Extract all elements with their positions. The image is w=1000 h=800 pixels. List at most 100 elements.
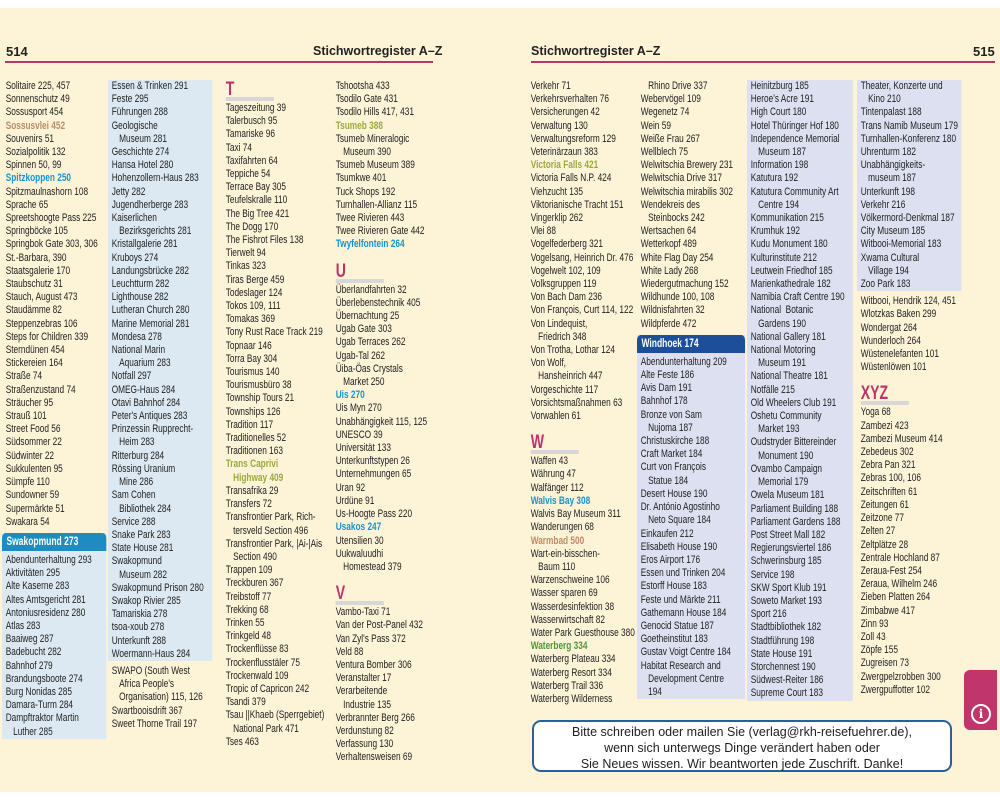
- index-entry: Abendunterhaltung 293: [5, 553, 92, 566]
- info-tab[interactable]: i: [964, 670, 997, 730]
- letter-underline: [335, 601, 384, 606]
- index-entry: Ugab Gate 303: [335, 323, 392, 336]
- index-entry: Zebra Pan 321: [860, 459, 916, 472]
- index-entry: Von Lindequist, Friedrich 348: [530, 317, 588, 343]
- letter-heading-text: W: [530, 432, 544, 454]
- index-entry: Wertsachen 64: [640, 225, 697, 238]
- index-entry: Sam Cohen Bibliothek 284: [111, 489, 172, 515]
- index-entry: Yoga 68: [860, 406, 891, 419]
- index-entry: Trans Caprivi Highway 409: [225, 458, 284, 484]
- index-entry: Sträucher 95: [5, 396, 54, 409]
- index-entry: The Big Tree 421: [225, 207, 290, 220]
- index-entry: Unterkunft 288: [111, 634, 167, 647]
- index-entry: Regierungsviertel 186: [750, 542, 832, 555]
- index-column: Heinitzburg 185 Heroe's Acre 191 High Cour…: [747, 80, 890, 701]
- index-entry: Wegenetz 74: [640, 106, 690, 119]
- index-entry: Turnhallen-Konferenz 180: [860, 132, 957, 145]
- index-column: Solitaire 225, 457 Sonnenschutz 49 Sossusp…: [2, 80, 143, 739]
- index-entry: Zebras 100, 106: [860, 472, 921, 485]
- index-entry: Wlotzkas Baken 299: [860, 308, 937, 321]
- index-column: Essen & Trinken 291 Feste 295 Führungen 28…: [108, 80, 249, 731]
- index-entry: Vambo-Taxi 71: [335, 606, 391, 619]
- index-entry: Oshetu Community Market 193: [750, 410, 822, 436]
- right-page-number: 515: [973, 44, 995, 59]
- index-entry: Twee Rivieren 443: [335, 212, 405, 225]
- index-entry: Tageszeitung 39: [225, 102, 286, 114]
- index-entry: Hotel Thüringer Hof 180: [750, 119, 839, 132]
- index-entry: Van der Post-Panel 432: [335, 619, 423, 632]
- index-entry: Vogelfederberg 321: [530, 238, 603, 251]
- index-entry: Kruboys 274: [111, 251, 159, 264]
- index-entry: Verwaltung 130: [530, 119, 588, 132]
- index-entry: Webervögel 109: [640, 93, 701, 106]
- index-entry: Sukkulenten 95: [5, 462, 63, 475]
- index-column: Tshootsha 433 Tsodilo Gate 431 Tsodilo Hil…: [332, 80, 475, 765]
- index-entry: Sümpfe 110: [5, 476, 50, 489]
- index-entry: Todeslager 124: [225, 286, 283, 299]
- index-entry: Stauch, August 473: [5, 291, 78, 304]
- index-entry: Wondergat 264: [860, 321, 918, 334]
- index-entry: Estorff House 183: [640, 580, 707, 593]
- index-entry: Tierwelt 94: [225, 247, 266, 260]
- index-entry: Walvis Bay 308: [530, 494, 591, 507]
- index-entry: Trappen 109: [225, 564, 273, 577]
- index-entry: Jugendherberge 283: [111, 198, 189, 211]
- index-entry: High Court 180: [750, 106, 807, 119]
- index-entry: Prinzessin Rupprecht- Heim 283: [111, 423, 194, 449]
- index-entry: Viehzucht 135: [530, 185, 584, 198]
- index-entry: Spinnen 50, 99: [5, 159, 62, 172]
- index-entry: Taxi 74: [225, 141, 252, 154]
- index-entry: Township Tours 21: [225, 392, 295, 405]
- index-entry: Währung 47: [530, 468, 576, 481]
- index-entry: Vorgeschichte 117: [530, 383, 599, 396]
- index-entry: Uhrenturm 182: [860, 146, 916, 159]
- index-entry: Victoria Falls N.P. 424: [530, 172, 612, 185]
- letter-heading-text: T: [225, 79, 235, 100]
- index-entry: Sozialpolitik 132: [5, 146, 66, 159]
- index-entry: Krumhuk 192: [750, 225, 800, 238]
- index-entry: Zeitzone 77: [860, 512, 904, 525]
- index-entry: Taxifahrten 64: [225, 154, 278, 167]
- index-entry: Verfassung 130: [335, 738, 394, 751]
- index-entry: Post Street Mall 182: [750, 528, 826, 541]
- index-entry: Oudstryder Bittereinder Monument 190: [750, 436, 837, 462]
- index-entry: Walfänger 112: [530, 481, 584, 494]
- index-entry: Christuskirche 188: [640, 435, 710, 448]
- index-entry: Goetheinstitut 183: [640, 633, 708, 646]
- index-entry: Leuchtturm 282: [111, 278, 170, 291]
- letter-heading: XYZ: [860, 383, 958, 406]
- index-entry: Wildhunde 100, 108: [640, 291, 715, 304]
- info-icon: i: [971, 704, 991, 724]
- index-entry: Trockenwald 109: [225, 669, 289, 682]
- index-entry: Swakop Rivier 285: [111, 594, 181, 607]
- index-entry: Schwerinsburg 185: [750, 555, 822, 568]
- letter-heading-text: XYZ: [860, 383, 889, 405]
- index-entry: Zeltplätze 28: [860, 538, 909, 551]
- index-entry: National Botanic Gardens 190: [750, 304, 814, 330]
- index-entry: Zeraua, Wilhelm 246: [860, 578, 938, 591]
- index-entry: Südsommer 22: [5, 436, 62, 449]
- index-entry: Heroe's Acre 191: [750, 93, 814, 106]
- index-entry: Veterinärzaun 383: [530, 146, 598, 159]
- index-entry: Unabhängigkeits- museum 187: [860, 159, 926, 185]
- windhoek-section: Windhoek 174 Abendunterhaltung 209 Alte Fe…: [637, 334, 745, 700]
- letter-heading: U: [335, 261, 435, 284]
- index-entry: Vingerklip 262: [530, 212, 584, 225]
- index-entry: Stadtbibliothek 182: [750, 621, 822, 634]
- index-entry: Elisabeth House 190: [640, 540, 718, 553]
- index-entry: Spitzmaulnashorn 108: [5, 185, 89, 198]
- index-entry: Desert House 190: [640, 487, 708, 500]
- index-entry: Vorsichtsmaßnahmen 63: [530, 396, 623, 409]
- index-entry: Ovambo Campaign Memorial 179: [750, 462, 823, 489]
- index-entry: Waterberg Resort 334: [530, 666, 612, 679]
- index-entry: Twee Rivieren Gate 442: [335, 225, 425, 238]
- index-entry: Transafrika 29: [225, 484, 279, 497]
- index-entry: Springböcke 105: [5, 225, 68, 238]
- index-entry: Tsodilo Hills 417, 431: [335, 106, 414, 119]
- index-entry: Katutura 192: [750, 172, 799, 185]
- index-entry: Usakos 247: [335, 521, 382, 534]
- index-entry: Wüstenelefanten 101: [860, 348, 939, 361]
- index-entry: Wein 59: [640, 119, 671, 132]
- letter-underline: [530, 450, 579, 455]
- index-entry: Aktivitäten 295: [5, 567, 61, 580]
